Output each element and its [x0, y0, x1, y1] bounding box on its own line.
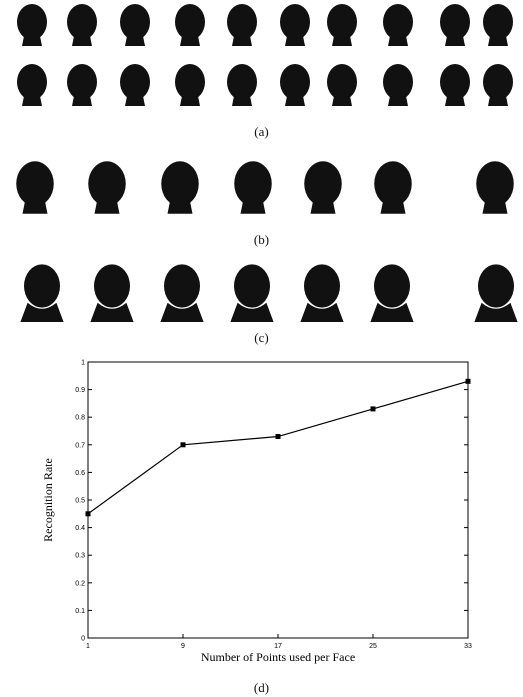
face-b-2 [82, 155, 132, 225]
y-tick-label: 0.4 [75, 525, 85, 532]
x-axis-label: Number of Points used per Face [201, 650, 355, 664]
y-tick-label: 1 [81, 360, 85, 367]
face-a2-1 [12, 62, 52, 112]
y-tick-label: 0.8 [75, 415, 85, 422]
face-a2-7 [322, 62, 362, 112]
face-b-6 [368, 155, 418, 225]
face-b-7 [470, 155, 520, 225]
recognition-rate-chart: 0 0.1 0.2 0.3 0.4 0.5 0.6 0.7 0.8 0.9 1 1 9 17 25 33 R… [41, 360, 472, 665]
y-axis-label: Recognition Rate [41, 458, 55, 542]
face-a2-2 [62, 62, 102, 112]
caption-c: (c) [254, 330, 269, 345]
face-c-1 [18, 257, 66, 327]
x-tick-label: 1 [86, 643, 90, 650]
data-point-marker [370, 406, 376, 412]
face-c-4 [228, 257, 276, 327]
series-line [87, 380, 469, 515]
data-point-marker [180, 442, 186, 448]
x-tick-label: 33 [464, 643, 472, 650]
face-c-5 [298, 257, 346, 327]
face-a1-4 [170, 2, 210, 52]
face-a2-9 [435, 62, 475, 112]
x-tick-label: 17 [274, 643, 282, 650]
face-c-3 [158, 257, 206, 327]
face-a2-5 [222, 62, 262, 112]
face-b-3 [155, 155, 205, 225]
face-a2-4 [170, 62, 210, 112]
face-a1-5 [222, 2, 262, 52]
face-a1-9 [435, 2, 475, 52]
face-a1-3 [115, 2, 155, 52]
data-point-marker [465, 378, 471, 384]
y-tick-label: 0.1 [75, 608, 85, 615]
face-c-7 [472, 257, 520, 327]
x-tick-label: 9 [181, 643, 185, 650]
figure-a-heads [0, 0, 523, 125]
face-a1-8 [378, 2, 418, 52]
y-tick-label: 0.6 [75, 470, 85, 477]
face-a1-1 [12, 2, 52, 52]
face-b-1 [10, 155, 60, 225]
caption-b: (b) [253, 232, 270, 247]
face-c-6 [368, 257, 416, 327]
y-tick-label: 0.9 [75, 387, 85, 394]
plot-frame [87, 361, 469, 639]
y-tick-label: 0 [81, 636, 85, 643]
face-a2-8 [378, 62, 418, 112]
data-point-marker [85, 511, 91, 517]
caption-a: (a) [254, 124, 269, 139]
y-tick-label: 0.5 [75, 498, 85, 505]
face-b-5 [298, 155, 348, 225]
figure-b-heads [0, 150, 523, 230]
caption-d: (d) [253, 680, 270, 695]
face-a1-10 [478, 2, 518, 52]
face-b-4 [228, 155, 278, 225]
face-a2-6 [275, 62, 315, 112]
face-a1-2 [62, 2, 102, 52]
face-a1-7 [322, 2, 362, 52]
y-tick-label: 0.2 [75, 580, 85, 587]
x-tick-label: 25 [369, 643, 377, 650]
face-a2-10 [478, 62, 518, 112]
face-a1-6 [275, 2, 315, 52]
figure-c-heads [0, 255, 523, 330]
face-c-2 [88, 257, 136, 327]
data-point-marker [275, 434, 281, 440]
face-a2-3 [115, 62, 155, 112]
y-tick-label: 0.3 [75, 553, 85, 560]
y-tick-label: 0.7 [75, 442, 85, 449]
